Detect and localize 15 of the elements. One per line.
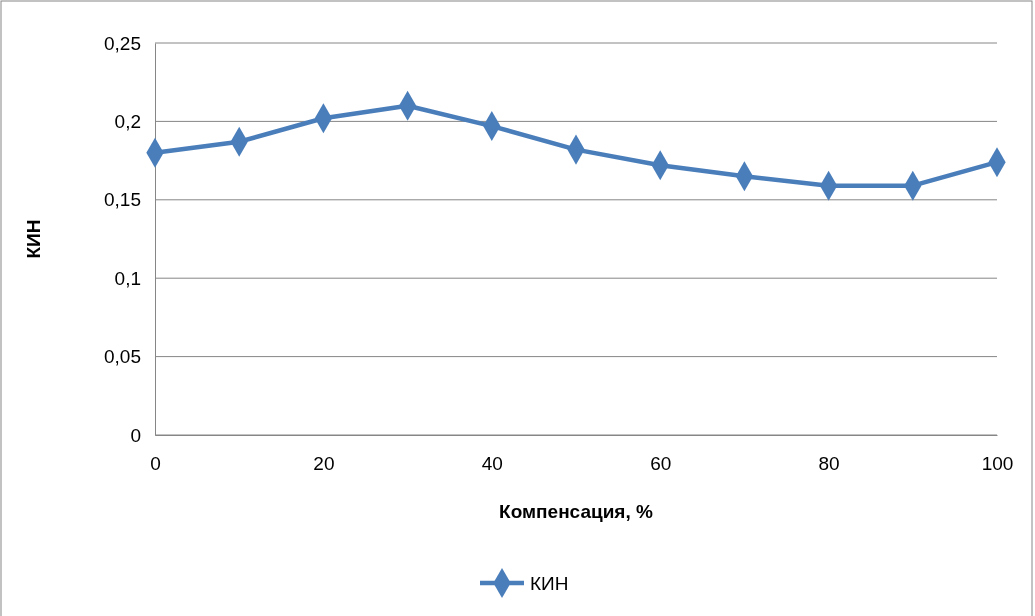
legend-label: КИН bbox=[530, 573, 569, 594]
y-tick-label: 0,1 bbox=[114, 267, 141, 289]
x-tick-label: 0 bbox=[150, 453, 161, 475]
x-tick-label: 40 bbox=[481, 453, 503, 475]
x-tick-label: 20 bbox=[313, 453, 335, 475]
y-tick-label: 0,25 bbox=[104, 32, 141, 54]
y-axis-title: КИН bbox=[23, 219, 44, 259]
x-axis-title: Компенсация, % bbox=[499, 501, 653, 522]
y-tick-label: 0 bbox=[130, 424, 141, 446]
x-tick-label: 60 bbox=[650, 453, 672, 475]
x-tick-label: 80 bbox=[818, 453, 840, 475]
x-tick-label: 100 bbox=[981, 453, 1014, 475]
y-tick-label: 0,05 bbox=[104, 346, 141, 368]
y-tick-label: 0,2 bbox=[114, 110, 141, 132]
y-tick-label: 0,15 bbox=[104, 189, 141, 211]
